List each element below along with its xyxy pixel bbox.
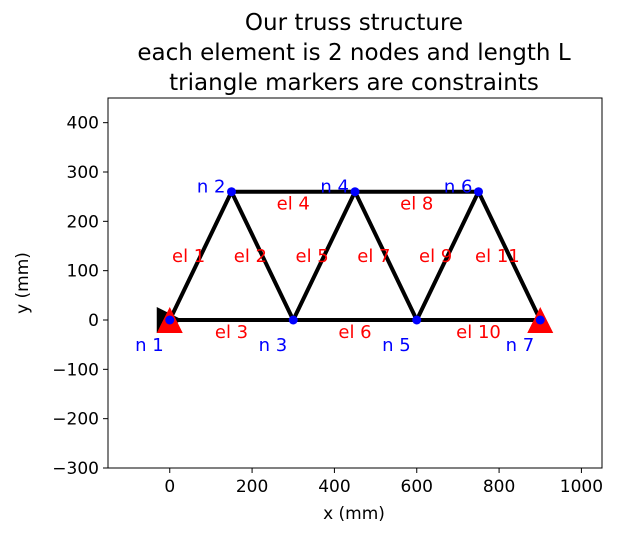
element-label-3: el 3 xyxy=(215,322,248,343)
x-tick-label-4: 600 xyxy=(401,477,433,497)
element-line-11 xyxy=(476,189,543,322)
element-line-7 xyxy=(353,189,419,322)
element-label-10: el 10 xyxy=(456,322,501,343)
node-marker-3 xyxy=(288,315,298,325)
y-tick-label-8: 400 xyxy=(67,114,99,134)
y-tick-label-1: −300 xyxy=(52,459,99,479)
node-label-6: n 6 xyxy=(444,177,473,198)
y-tick-label-6: 200 xyxy=(67,212,99,232)
node-label-3: n 3 xyxy=(259,335,288,356)
element-line-9 xyxy=(414,189,481,322)
chart-title: Our truss structure each element is 2 no… xyxy=(137,10,570,96)
element-label-4: el 4 xyxy=(277,194,310,215)
x-tick-label-6: 1000 xyxy=(560,477,603,497)
element-label-5: el 5 xyxy=(296,246,329,267)
title-line-1: Our truss structure xyxy=(245,10,463,36)
x-tick-label-1: 0 xyxy=(164,477,175,497)
element-label-6: el 6 xyxy=(338,322,371,343)
x-tick-label-3: 400 xyxy=(318,477,350,497)
x-axis-label: x (mm) xyxy=(323,504,385,524)
node-marker-4 xyxy=(350,187,360,197)
element-label-7: el 7 xyxy=(357,246,390,267)
y-tick-label-2: −200 xyxy=(52,410,99,430)
element-label-8: el 8 xyxy=(400,194,433,215)
node-label-7: n 7 xyxy=(506,335,535,356)
y-axis-label: y (mm) xyxy=(13,252,33,314)
y-tick-label-5: 100 xyxy=(67,262,99,282)
element-line-2 xyxy=(229,189,296,322)
element-label-11: el 11 xyxy=(475,246,520,267)
element-label-9: el 9 xyxy=(419,246,452,267)
plot-content: n 1 n 2 n 3 n 4 n 5 n 6 n 7 el 1 el 2 el 3 el 4 el … xyxy=(135,177,554,356)
element-label-2: el 2 xyxy=(234,246,267,267)
element-line-5 xyxy=(291,189,357,322)
element-line-1 xyxy=(167,189,234,322)
plot-frame xyxy=(107,97,603,469)
node-marker-6 xyxy=(474,187,483,197)
axes: 0 200 400 600 800 1000 −300 −200 −100 0 100 200 300 4… xyxy=(52,97,603,497)
node-label-4: n 4 xyxy=(320,177,349,198)
title-line-3: triangle markers are constraints xyxy=(169,70,539,96)
y-tick-label-7: 300 xyxy=(67,163,99,183)
node-label-1: n 1 xyxy=(135,335,164,356)
x-tick-label-5: 800 xyxy=(483,477,515,497)
node-marker-7 xyxy=(535,315,545,325)
y-tick-label-4: 0 xyxy=(88,311,99,331)
node-label-2: n 2 xyxy=(197,177,226,198)
node-label-5: n 5 xyxy=(382,335,411,356)
y-tick-label-3: −100 xyxy=(52,360,99,380)
node-marker-2 xyxy=(227,187,236,197)
node-marker-1 xyxy=(165,315,175,325)
title-line-2: each element is 2 nodes and length L xyxy=(137,40,570,66)
node-marker-5 xyxy=(412,315,422,325)
x-tick-label-2: 200 xyxy=(236,477,268,497)
element-label-1: el 1 xyxy=(172,246,205,267)
